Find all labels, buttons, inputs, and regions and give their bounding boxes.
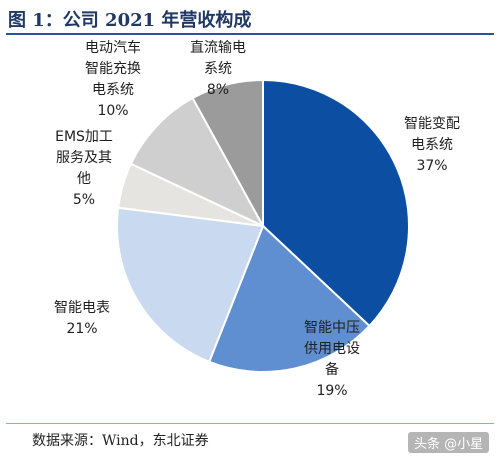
- slice-label-4: 电动汽车智能充换电系统 10%: [85, 39, 141, 119]
- pie-slice-2: [116, 206, 265, 364]
- slice-label-3: EMS加工服务及其他 5%: [55, 129, 113, 208]
- slice-label-1: 智能中压供用电设备 19%: [304, 320, 360, 399]
- title-rule: [6, 33, 494, 35]
- slice-label-5: 直流输电系统 8%: [190, 39, 246, 98]
- slice-label-0: 智能变配电系统 37%: [404, 116, 460, 174]
- slice-label-2: 智能电表 21%: [54, 300, 110, 337]
- pie-slice-0: [262, 78, 410, 328]
- pie-slice-5: [191, 78, 264, 227]
- footer-rule: [6, 423, 494, 424]
- pie-slice-4: [129, 96, 266, 229]
- chart-title: 图 1：公司 2021 年营收构成: [8, 10, 252, 31]
- data-source: 数据来源：Wind，东北证券: [32, 433, 209, 449]
- watermark: 头条 @小星: [408, 432, 490, 453]
